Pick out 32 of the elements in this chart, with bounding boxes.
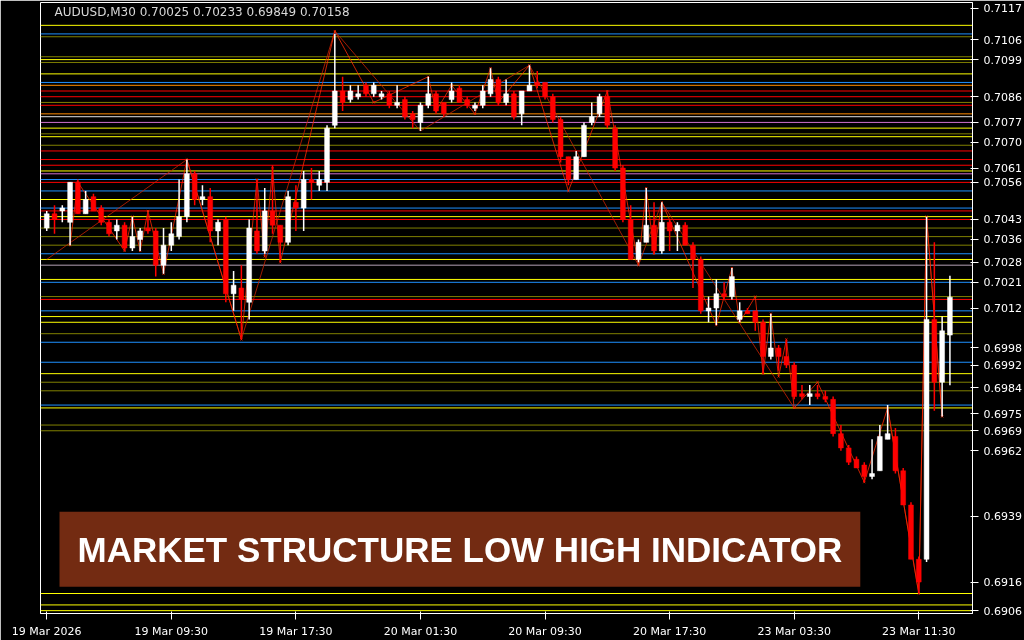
y-tick-label: 0.7036 — [983, 233, 1022, 247]
x-tick-label: 19 Mar 09:30 — [134, 624, 209, 638]
y-tick-label: 0.6939 — [983, 510, 1022, 524]
y-tick-label: 0.7056 — [983, 176, 1022, 190]
annotation: MARKET STRUCTURE LOW HIGH INDICATOR — [77, 529, 843, 569]
y-tick-label: 0.6906 — [983, 604, 1022, 618]
y-tick-label: 0.6969 — [983, 424, 1022, 438]
y-tick-label: 0.7012 — [983, 302, 1022, 315]
x-tick-label: 20 Mar 09:30 — [508, 624, 582, 638]
y-tick-label: 0.6916 — [983, 576, 1022, 590]
y-tick-label: 0.7077 — [983, 116, 1022, 130]
y-tick-label: 0.7028 — [983, 256, 1022, 270]
y-tick-label: 0.7070 — [983, 136, 1022, 150]
y-tick-label: 0.6962 — [983, 444, 1022, 458]
y-tick-label: 0.6984 — [983, 381, 1022, 395]
x-tick-label: 20 Mar 17:30 — [632, 624, 707, 638]
x-tick-label: 19 Mar 17:30 — [259, 624, 333, 638]
x-tick-label: 23 Mar 03:30 — [757, 624, 831, 638]
y-tick-label: 0.7106 — [983, 33, 1022, 47]
x-tick-label: 23 Mar 11:30 — [882, 624, 956, 638]
y-tick-label: 0.7061 — [983, 162, 1022, 176]
y-tick-label: 0.7086 — [983, 90, 1022, 104]
y-tick-label: 0.7099 — [983, 53, 1022, 67]
y-tick-label: 0.7117 — [983, 2, 1022, 16]
y-tick-label: 0.7043 — [983, 213, 1022, 227]
y-tick-label: 0.6975 — [983, 407, 1022, 421]
y-tick-label: 0.7021 — [983, 276, 1022, 290]
y-tick-label: 0.6998 — [983, 341, 1022, 355]
x-tick-label: 20 Mar 01:30 — [383, 624, 458, 638]
x-tick-label: 19 Mar 2026 — [11, 624, 82, 638]
y-tick-label: 0.6992 — [983, 359, 1022, 373]
chart-title: AUDUSD,M30 0.70025 0.70233 0.69849 0.70158 — [54, 4, 350, 19]
